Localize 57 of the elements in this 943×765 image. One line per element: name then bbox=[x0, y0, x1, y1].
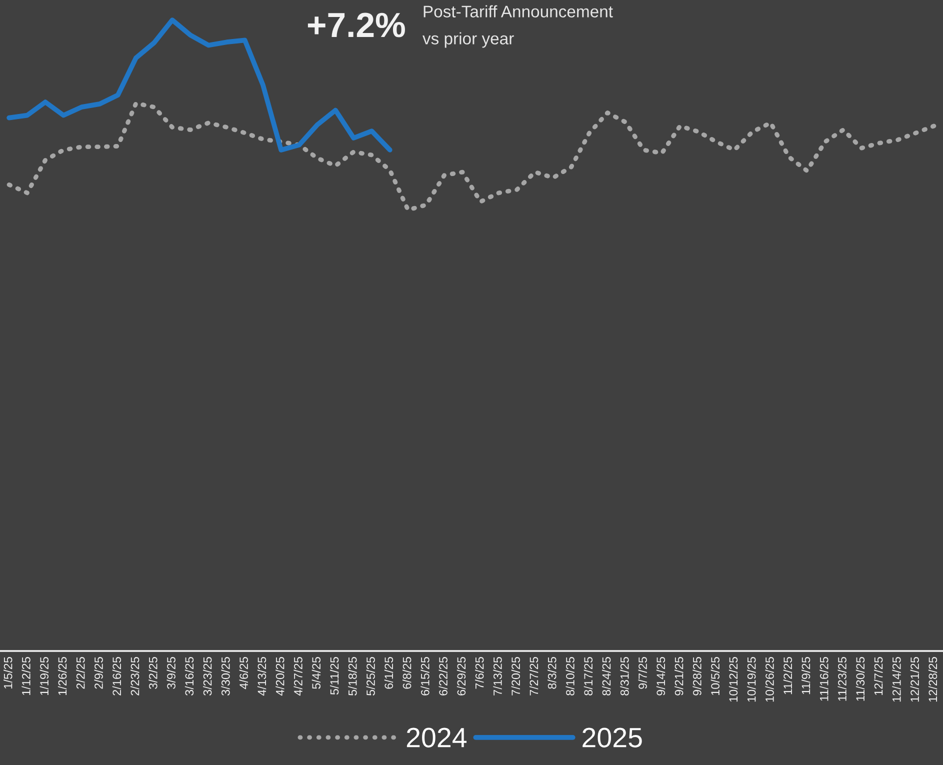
annotation: vs prior year bbox=[422, 32, 514, 48]
x-tick-label: 3/30/25 bbox=[221, 657, 230, 696]
x-tick-label: 9/21/25 bbox=[674, 657, 684, 696]
legend-label: 2025 bbox=[582, 728, 642, 748]
annotation: +7.2% bbox=[308, 12, 405, 38]
x-tick-label: 1/26/25 bbox=[58, 657, 67, 696]
x-tick-label: 8/10/25 bbox=[566, 657, 574, 696]
x-tick-label: 11/2/25 bbox=[783, 657, 792, 694]
x-tick-label: 6/15/25 bbox=[420, 657, 430, 696]
x-tick-label: 4/6/25 bbox=[239, 657, 248, 690]
x-tick-label: 4/27/25 bbox=[294, 657, 302, 696]
x-tick-label: 3/2/25 bbox=[148, 657, 158, 689]
x-tick-label: 6/8/25 bbox=[402, 657, 412, 689]
x-tick-label: 5/4/25 bbox=[312, 657, 321, 689]
x-tick-label: 11/23/25 bbox=[838, 657, 846, 701]
x-tick-label: 5/11/25 bbox=[330, 657, 339, 695]
x-tick-label: 6/29/25 bbox=[456, 657, 466, 696]
x-tick-label: 3/9/25 bbox=[166, 657, 176, 689]
x-tick-label: 9/28/25 bbox=[692, 657, 702, 696]
x-tick-label: 1/12/25 bbox=[22, 657, 30, 696]
x-tick-label: 10/26/25 bbox=[765, 657, 774, 702]
x-tick-label: 4/13/25 bbox=[257, 657, 266, 696]
x-tick-label: 9/7/25 bbox=[638, 657, 647, 689]
x-tick-label: 10/19/25 bbox=[747, 657, 756, 702]
x-tick-label: 8/17/25 bbox=[584, 657, 593, 696]
x-tick-label: 4/20/25 bbox=[276, 657, 284, 696]
x-tick-label: 8/31/25 bbox=[620, 657, 629, 696]
x-tick-label: 3/23/25 bbox=[203, 657, 212, 696]
x-tick-label: 12/7/25 bbox=[874, 657, 883, 696]
legend-label: 2024 bbox=[406, 728, 467, 748]
x-tick-label: 7/6/25 bbox=[475, 657, 484, 689]
x-tick-label: 6/22/25 bbox=[438, 657, 448, 696]
x-tick-label: 3/16/25 bbox=[184, 657, 194, 696]
x-tick-label: 11/16/25 bbox=[820, 657, 828, 701]
x-tick-label: 8/24/25 bbox=[602, 657, 611, 696]
x-tick-label: 2/16/25 bbox=[112, 657, 122, 696]
x-tick-label: 9/14/25 bbox=[656, 657, 666, 696]
x-tick-label: 10/5/25 bbox=[710, 657, 720, 696]
x-tick-label: 12/14/25 bbox=[892, 657, 901, 702]
x-tick-label: 8/3/25 bbox=[548, 657, 556, 689]
x-tick-label: 5/18/25 bbox=[348, 657, 357, 696]
x-tick-label: 12/21/25 bbox=[910, 657, 919, 702]
x-tick-label: 7/13/25 bbox=[493, 657, 502, 696]
x-tick-label: 1/5/25 bbox=[4, 657, 12, 688]
x-tick-label: 1/19/25 bbox=[40, 657, 49, 696]
x-tick-label: 7/20/25 bbox=[511, 657, 520, 696]
x-tick-label: 6/1/25 bbox=[384, 657, 394, 689]
x-tick-label: 5/25/25 bbox=[366, 657, 375, 696]
x-tick-label: 11/9/25 bbox=[801, 657, 810, 694]
x-tick-label: 12/28/25 bbox=[928, 657, 938, 702]
x-tick-label: 10/12/25 bbox=[728, 657, 738, 702]
x-tick-label: 2/2/25 bbox=[76, 657, 85, 689]
x-tick-label: 2/9/25 bbox=[94, 657, 103, 689]
x-tick-label: 2/23/25 bbox=[130, 657, 140, 696]
text: Post-Tariff Announcement bbox=[424, 5, 613, 18]
x-tick-label: 7/27/25 bbox=[529, 657, 538, 696]
x-tick-label: 11/30/25 bbox=[856, 657, 865, 701]
